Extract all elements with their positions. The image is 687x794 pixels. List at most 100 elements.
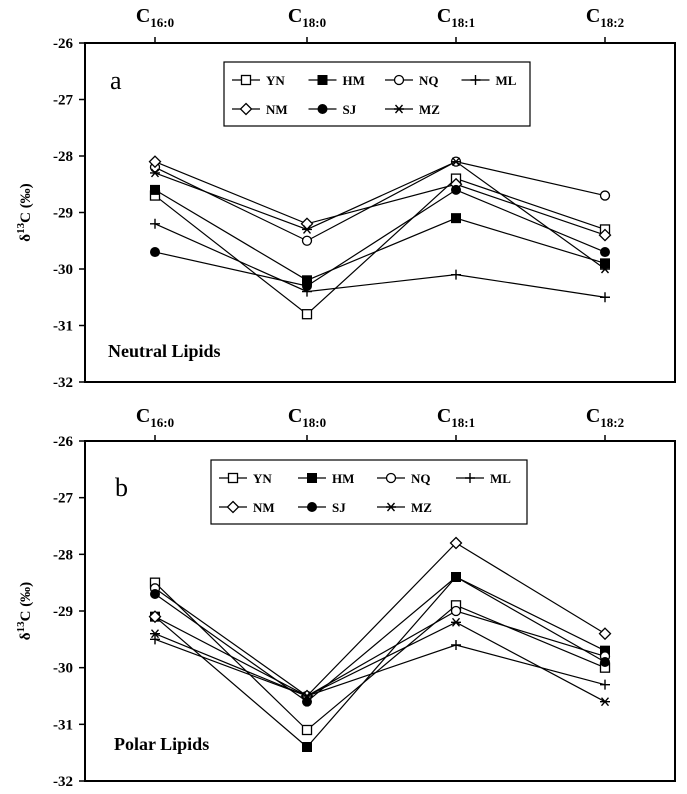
y-tick-label: -29	[53, 604, 73, 620]
data-point-sj	[451, 572, 461, 582]
panel-a-neutral-lipids: -26 -27 -28 -29 -30 -31 -32 C16:0 C18:0 C18:1 C18:…	[15, 5, 676, 391]
legend-box	[223, 61, 531, 127]
series-hm	[150, 572, 610, 752]
y-tick-label: -28	[53, 547, 73, 563]
legend-label-ml: ML	[496, 73, 517, 88]
data-point-ml	[451, 640, 461, 650]
legend-label-hm: HM	[332, 471, 354, 486]
series-hm	[150, 184, 610, 286]
data-point-mz	[302, 224, 312, 234]
series-sj	[150, 572, 610, 707]
series-line-sj	[154, 189, 606, 287]
legend-marker-hm	[317, 75, 328, 85]
series-line-sj	[154, 576, 606, 703]
series-nq	[149, 156, 611, 246]
legend-label-sj: SJ	[332, 500, 346, 515]
y-tick-label: -26	[53, 36, 73, 52]
data-point-nq	[599, 190, 611, 201]
y-axis-label: δ13C (‰)	[15, 183, 34, 241]
legend: YN HM NQ ML NM SJ MZ	[210, 459, 528, 525]
data-point-nm	[148, 155, 162, 169]
series-sj	[150, 184, 610, 291]
y-tick-label: -29	[53, 206, 73, 222]
series-ml	[150, 218, 610, 303]
legend-marker-nm	[239, 102, 253, 116]
legend-marker-ml	[465, 473, 475, 483]
y-tick-label: -32	[53, 375, 73, 391]
panel-annotation: Polar Lipids	[114, 734, 209, 754]
category-label: C18:1	[437, 5, 475, 30]
category-label: C16:0	[136, 5, 174, 30]
data-point-sj	[150, 589, 160, 599]
y-tick-label: -31	[53, 319, 73, 335]
data-point-ml	[150, 634, 160, 645]
legend-marker-mz	[386, 502, 396, 512]
legend-label-mz: MZ	[411, 500, 432, 515]
data-point-sj	[451, 184, 461, 195]
data-point-mz	[302, 691, 312, 701]
data-point-hm	[302, 742, 312, 752]
data-point-mz	[451, 617, 461, 627]
y-tick-label: -26	[53, 434, 73, 450]
data-point-hm	[600, 258, 610, 269]
data-point-nm	[598, 627, 612, 641]
data-point-hm	[150, 184, 160, 195]
panel-annotation: Neutral Lipids	[108, 341, 221, 361]
data-point-sj	[150, 247, 160, 258]
series-line-yn	[154, 582, 606, 731]
series-line-hm	[154, 189, 606, 281]
category-label: C18:0	[288, 405, 326, 430]
legend-label-nm: NM	[266, 102, 288, 117]
series-line-yn	[154, 177, 606, 315]
data-point-nm	[598, 228, 612, 242]
legend-marker-yn	[240, 74, 252, 86]
legend-marker-mz	[394, 104, 404, 114]
data-point-sj	[302, 280, 312, 291]
data-point-nm	[449, 536, 463, 550]
legend-marker-nm	[226, 500, 240, 514]
y-tick-label: -30	[53, 262, 73, 278]
data-point-mz	[150, 168, 160, 178]
legend-marker-ml	[470, 75, 481, 85]
y-tick-label: -27	[53, 93, 73, 109]
legend-marker-sj	[317, 104, 328, 114]
series-line-nm	[154, 542, 606, 697]
data-point-ml	[451, 269, 461, 280]
category-label: C18:2	[586, 405, 624, 430]
legend-box	[210, 459, 528, 525]
panel-letter: a	[110, 66, 122, 95]
series-line-ml	[154, 223, 606, 298]
y-tick-label: -30	[53, 661, 73, 677]
legend-marker-nq	[393, 74, 405, 86]
data-point-ml	[150, 218, 160, 229]
legend-marker-nq	[385, 472, 397, 484]
category-label: C18:1	[437, 405, 475, 430]
y-tick-label: -27	[53, 491, 73, 507]
data-point-sj	[600, 247, 610, 258]
legend-label-mz: MZ	[419, 102, 440, 117]
data-point-mz	[150, 629, 160, 639]
series-line-mz	[154, 621, 606, 703]
series-yn	[149, 577, 611, 736]
series-nq	[149, 583, 611, 702]
series-mz	[150, 157, 610, 274]
legend-marker-sj	[307, 502, 317, 512]
series-mz	[150, 617, 610, 707]
data-point-mz	[451, 157, 461, 167]
series-line-ml	[154, 638, 606, 697]
legend-marker-hm	[307, 473, 317, 483]
category-label: C18:2	[586, 5, 624, 30]
y-tick-label: -28	[53, 149, 73, 165]
y-tick-label: -31	[53, 717, 73, 733]
series-line-nq	[154, 161, 606, 242]
category-label: C16:0	[136, 405, 174, 430]
series-line-nm	[154, 161, 606, 236]
series-line-mz	[154, 160, 606, 270]
legend-marker-yn	[227, 472, 239, 484]
y-tick-label: -32	[53, 774, 73, 790]
legend-label-nm: NM	[253, 500, 275, 515]
data-point-hm	[451, 213, 461, 224]
data-point-ml	[600, 292, 610, 303]
data-point-nq	[450, 605, 462, 617]
